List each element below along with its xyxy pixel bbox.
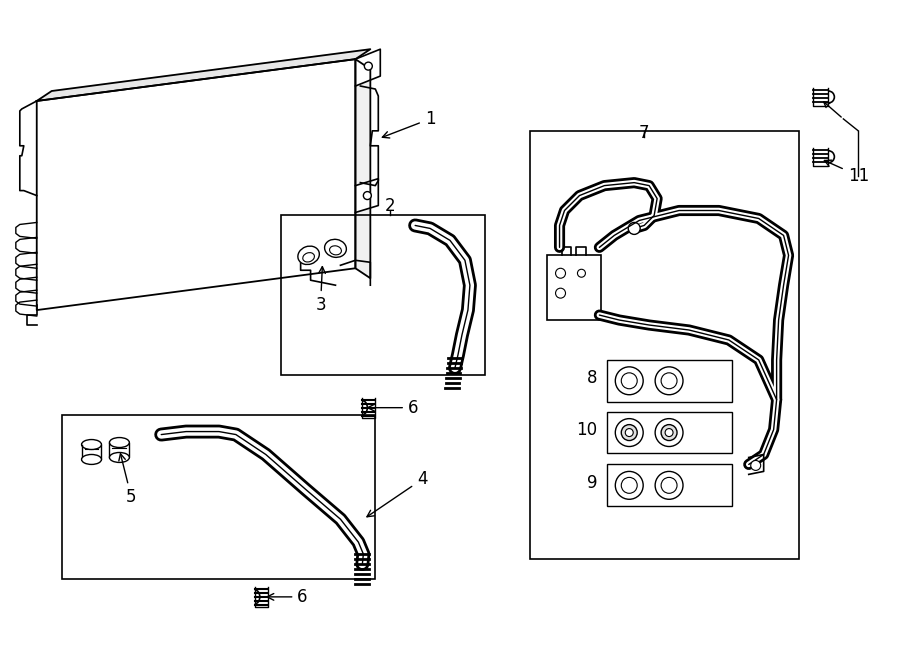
Circle shape — [555, 268, 565, 278]
Circle shape — [665, 428, 673, 436]
Polygon shape — [356, 49, 381, 86]
Polygon shape — [37, 59, 356, 310]
Text: 3: 3 — [315, 266, 326, 314]
Polygon shape — [356, 59, 370, 278]
Text: 6: 6 — [368, 399, 418, 416]
Text: 4: 4 — [367, 471, 428, 517]
Bar — [530, 131, 798, 559]
Bar — [608, 465, 732, 506]
Circle shape — [621, 424, 637, 440]
Circle shape — [555, 288, 565, 298]
Circle shape — [621, 373, 637, 389]
Ellipse shape — [82, 455, 102, 465]
Text: 5: 5 — [119, 453, 137, 506]
Bar — [546, 255, 601, 320]
Ellipse shape — [302, 253, 314, 262]
Polygon shape — [110, 442, 130, 457]
Bar — [608, 412, 732, 453]
Circle shape — [616, 418, 644, 447]
Text: 9: 9 — [587, 475, 598, 492]
Ellipse shape — [110, 453, 130, 463]
Polygon shape — [82, 444, 102, 459]
Text: 6: 6 — [267, 588, 308, 606]
Text: 1: 1 — [382, 110, 436, 138]
Circle shape — [364, 192, 372, 200]
Circle shape — [655, 418, 683, 447]
Text: 7: 7 — [639, 124, 650, 142]
Circle shape — [751, 461, 760, 471]
Ellipse shape — [82, 440, 102, 449]
Circle shape — [364, 62, 373, 70]
Circle shape — [662, 424, 677, 440]
Circle shape — [655, 367, 683, 395]
Circle shape — [578, 269, 585, 277]
Circle shape — [628, 223, 640, 235]
Bar — [608, 360, 732, 402]
Polygon shape — [356, 178, 378, 212]
Circle shape — [616, 367, 644, 395]
Circle shape — [662, 373, 677, 389]
Bar — [281, 215, 485, 375]
Circle shape — [621, 477, 637, 493]
Ellipse shape — [325, 239, 346, 257]
Bar — [61, 414, 375, 579]
Polygon shape — [37, 49, 370, 101]
Text: 10: 10 — [576, 420, 598, 439]
Circle shape — [616, 471, 644, 499]
Text: 2: 2 — [385, 196, 396, 215]
Ellipse shape — [329, 246, 341, 255]
Circle shape — [655, 471, 683, 499]
Circle shape — [626, 428, 634, 436]
Text: 11: 11 — [824, 160, 868, 184]
Circle shape — [662, 477, 677, 493]
Ellipse shape — [298, 246, 320, 264]
Ellipse shape — [110, 438, 130, 447]
Text: 8: 8 — [587, 369, 598, 387]
